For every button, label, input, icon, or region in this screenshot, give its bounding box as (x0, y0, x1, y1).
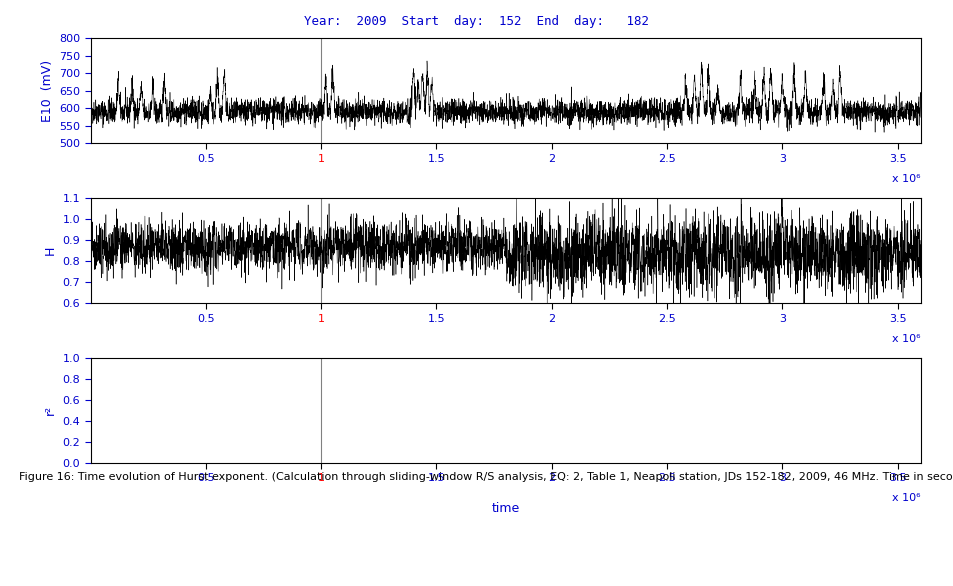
Text: x 10⁶: x 10⁶ (891, 333, 920, 343)
Text: Figure 16: Time evolution of Hurst exponent. (Calculation through sliding-window: Figure 16: Time evolution of Hurst expon… (19, 472, 953, 482)
Text: Year:  2009  Start  day:  152  End  day:   182: Year: 2009 Start day: 152 End day: 182 (304, 15, 649, 28)
Y-axis label: H: H (44, 246, 57, 255)
Y-axis label: r²: r² (44, 406, 57, 415)
Text: time: time (491, 502, 519, 515)
Text: x 10⁶: x 10⁶ (891, 493, 920, 503)
Text: x 10⁶: x 10⁶ (891, 174, 920, 184)
Y-axis label: E10  (mV): E10 (mV) (40, 60, 53, 122)
